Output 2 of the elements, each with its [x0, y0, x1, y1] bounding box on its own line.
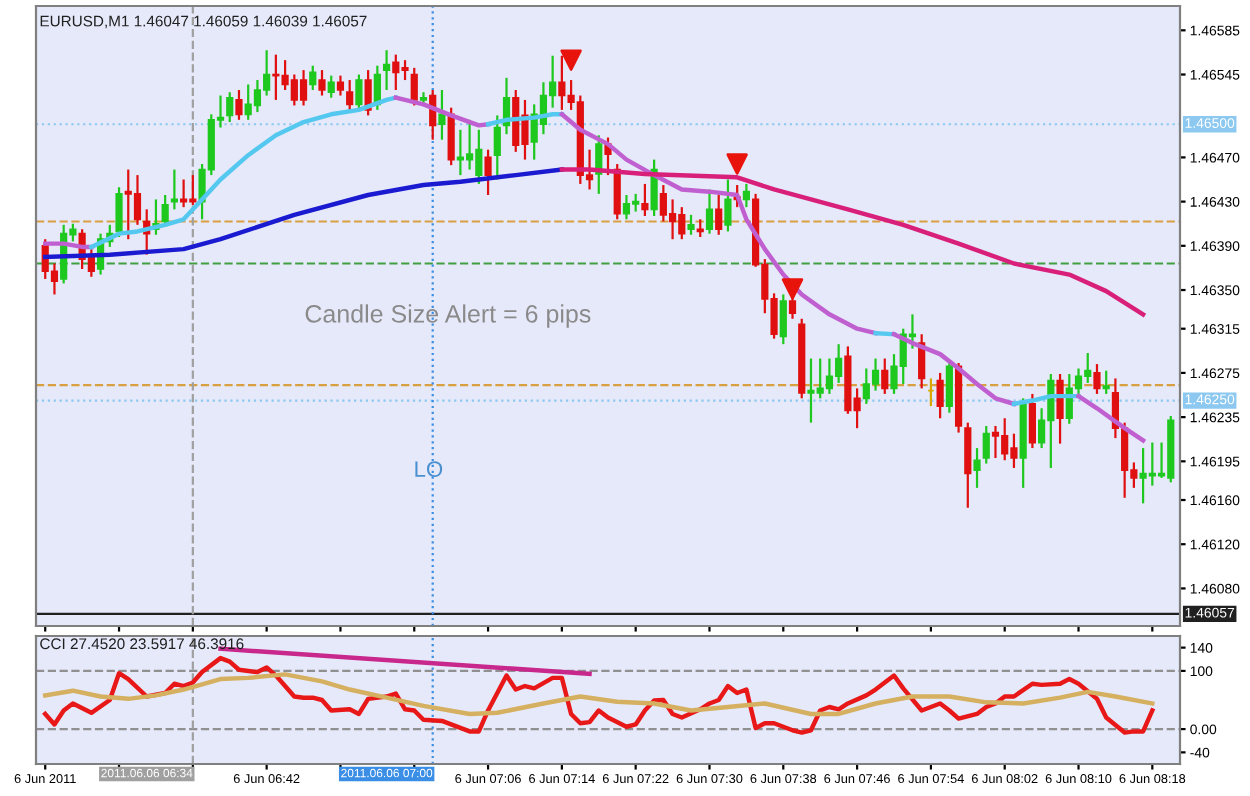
annotation: Candle Size Alert = 6 pips [305, 304, 591, 328]
annotation: LO [415, 461, 443, 477]
